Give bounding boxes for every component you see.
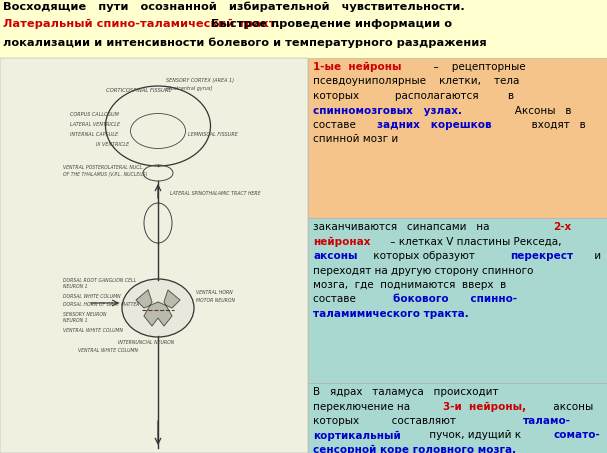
Text: NEURON 1: NEURON 1 [63, 284, 87, 289]
Text: 1-ые  нейроны: 1-ые нейроны [313, 62, 401, 72]
Text: Латеральный спино-таламический тракт.: Латеральный спино-таламический тракт. [3, 19, 280, 29]
Text: Быстрое проведение информации о: Быстрое проведение информации о [207, 19, 452, 29]
Text: VENTRAL WHITE COLUMN: VENTRAL WHITE COLUMN [63, 328, 123, 333]
Ellipse shape [122, 279, 194, 337]
Text: INTERNUNCIAL NEURON: INTERNUNCIAL NEURON [118, 340, 174, 345]
Text: таламимического тракта.: таламимического тракта. [313, 309, 469, 319]
Text: спинномозговых   узлах.: спинномозговых узлах. [313, 106, 462, 116]
Text: SENSORY NEURON: SENSORY NEURON [63, 312, 106, 317]
Text: LEMNISCAL FISSURE: LEMNISCAL FISSURE [188, 132, 238, 137]
Text: сомато-: сомато- [553, 430, 600, 440]
Text: спинной мозг и: спинной мозг и [313, 135, 398, 145]
Text: 3-и  нейроны,: 3-и нейроны, [443, 401, 526, 412]
FancyBboxPatch shape [308, 58, 607, 218]
FancyBboxPatch shape [308, 218, 607, 383]
Text: переключение на: переключение на [313, 401, 413, 411]
Text: VENTRAL POSTEROLATERAL NUCL.: VENTRAL POSTEROLATERAL NUCL. [63, 165, 144, 170]
Text: таламо-: таламо- [523, 416, 571, 426]
Text: CORTICOSPINAL FISSURE: CORTICOSPINAL FISSURE [106, 88, 172, 93]
Text: кортикальный: кортикальный [313, 430, 401, 441]
Text: LATERAL VENTRICLE: LATERAL VENTRICLE [70, 122, 120, 127]
Text: INTERNAL CAPSULE: INTERNAL CAPSULE [70, 132, 118, 137]
Text: 2-х: 2-х [554, 222, 572, 232]
Text: – клетках V пластины Рекседа,: – клетках V пластины Рекседа, [387, 236, 561, 246]
Text: MOTOR NEURON: MOTOR NEURON [196, 298, 235, 303]
Text: CORPUS CALLOSUM: CORPUS CALLOSUM [70, 112, 119, 117]
Text: которых           располагаются         в: которых располагаются в [313, 91, 514, 101]
Text: SENSORY CORTEX (AREA 1): SENSORY CORTEX (AREA 1) [166, 78, 234, 83]
Text: аксоны: аксоны [550, 401, 593, 411]
Text: [Postcentral gyrus]: [Postcentral gyrus] [166, 86, 212, 91]
Text: аксоны: аксоны [313, 251, 358, 261]
Text: LATERAL SPINOTHALAMIC TRACT HERE: LATERAL SPINOTHALAMIC TRACT HERE [170, 191, 260, 196]
Text: и: и [591, 251, 602, 261]
Text: VENTRAL WHITE COLUMN: VENTRAL WHITE COLUMN [78, 348, 138, 353]
Text: которых образуют: которых образуют [370, 251, 478, 261]
Text: переходят на другую сторону спинного: переходят на другую сторону спинного [313, 265, 534, 275]
FancyBboxPatch shape [0, 0, 607, 58]
Text: –    рецепторные: – рецепторные [427, 62, 526, 72]
Text: III VENTRICLE: III VENTRICLE [96, 142, 129, 147]
Text: перекрест: перекрест [510, 251, 573, 261]
Text: задних   корешков: задних корешков [377, 120, 491, 130]
Text: пучок, идущий к: пучок, идущий к [426, 430, 524, 440]
Text: входят   в: входят в [524, 120, 585, 130]
Polygon shape [136, 290, 180, 326]
Text: составе: составе [313, 294, 375, 304]
Text: нейронах: нейронах [313, 236, 370, 246]
Text: псевдоуниполярные    клетки,    тела: псевдоуниполярные клетки, тела [313, 77, 520, 87]
Text: OF THE THALAMUS (V.P.L. NUCLEUS): OF THE THALAMUS (V.P.L. NUCLEUS) [63, 172, 148, 177]
Text: локализации и интенсивности болевого и температурного раздражения: локализации и интенсивности болевого и т… [3, 37, 487, 48]
Text: Восходящие   пути   осознанной   избирательной   чувствительности.: Восходящие пути осознанной избирательной… [3, 2, 465, 13]
Text: NEURON 1: NEURON 1 [63, 318, 87, 323]
Text: заканчиваются   синапсами   на: заканчиваются синапсами на [313, 222, 499, 232]
Text: DORSAL HORN OF GRAY MATTER: DORSAL HORN OF GRAY MATTER [63, 302, 140, 307]
Text: DORSAL WHITE COLUMN: DORSAL WHITE COLUMN [63, 294, 121, 299]
Text: Аксоны   в: Аксоны в [505, 106, 572, 116]
Text: которых          составляют: которых составляют [313, 416, 475, 426]
Text: бокового      спинно-: бокового спинно- [393, 294, 518, 304]
FancyBboxPatch shape [308, 383, 607, 453]
Text: DORSAL ROOT GANGLION CELL: DORSAL ROOT GANGLION CELL [63, 278, 136, 283]
Text: В   ядрах   таламуса   происходит: В ядрах таламуса происходит [313, 387, 498, 397]
Text: VENTRAL HORN: VENTRAL HORN [196, 290, 232, 295]
Text: составе: составе [313, 120, 362, 130]
Text: сенсорной коре головного мозга.: сенсорной коре головного мозга. [313, 445, 516, 453]
Text: мозга,  где  поднимаются  вверх  в: мозга, где поднимаются вверх в [313, 280, 506, 290]
FancyBboxPatch shape [0, 58, 308, 453]
